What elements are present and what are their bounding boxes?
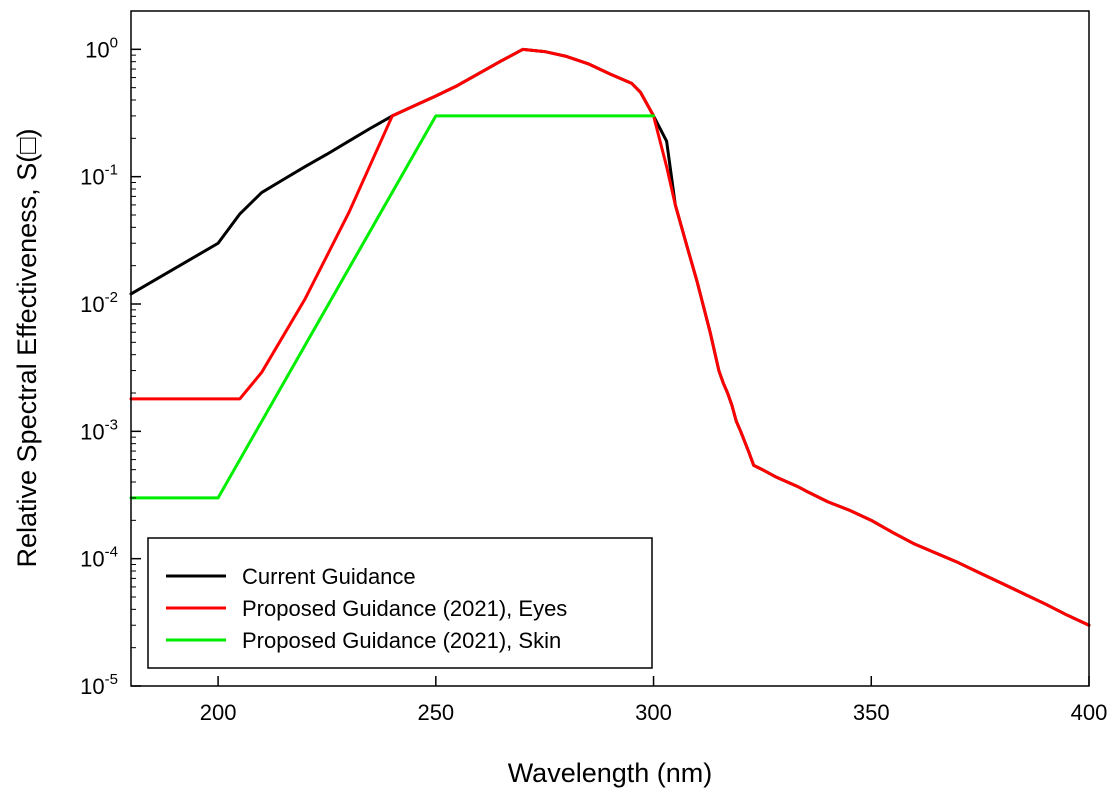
y-axis-label: Relative Spectral Effectiveness, S(□) (12, 129, 42, 568)
y-axis: 100 10-1 10-2 10-3 10-4 10-5 (80, 10, 141, 699)
series-line-2 (129, 114, 656, 500)
legend-label-2: Proposed Guidance (2021), Skin (242, 628, 561, 653)
x-axis: 200 250 300 350 400 (200, 676, 1108, 725)
y-tick-label: 10-2 (80, 289, 118, 317)
y-tick-label: 10-5 (80, 671, 118, 699)
x-tick-label: 300 (635, 700, 672, 725)
legend-label-0: Current Guidance (242, 564, 416, 589)
y-tick-label: 100 (85, 34, 118, 62)
plot-frame (130, 10, 1090, 687)
x-tick-label: 350 (853, 700, 890, 725)
y-tick-label: 10-1 (80, 162, 118, 190)
plot-lines (129, 47, 1091, 627)
x-tick-label: 250 (417, 700, 454, 725)
series-line-1 (129, 47, 1091, 627)
x-tick-label: 200 (200, 700, 237, 725)
y-tick-label: 10-4 (80, 544, 118, 572)
x-tick-label: 400 (1071, 700, 1108, 725)
x-axis-label: Wavelength (nm) (508, 758, 713, 788)
legend-label-1: Proposed Guidance (2021), Eyes (242, 596, 567, 621)
legend: Current Guidance Proposed Guidance (2021)… (147, 537, 653, 669)
legend-box (147, 537, 653, 669)
y-tick-label: 10-3 (80, 416, 118, 444)
